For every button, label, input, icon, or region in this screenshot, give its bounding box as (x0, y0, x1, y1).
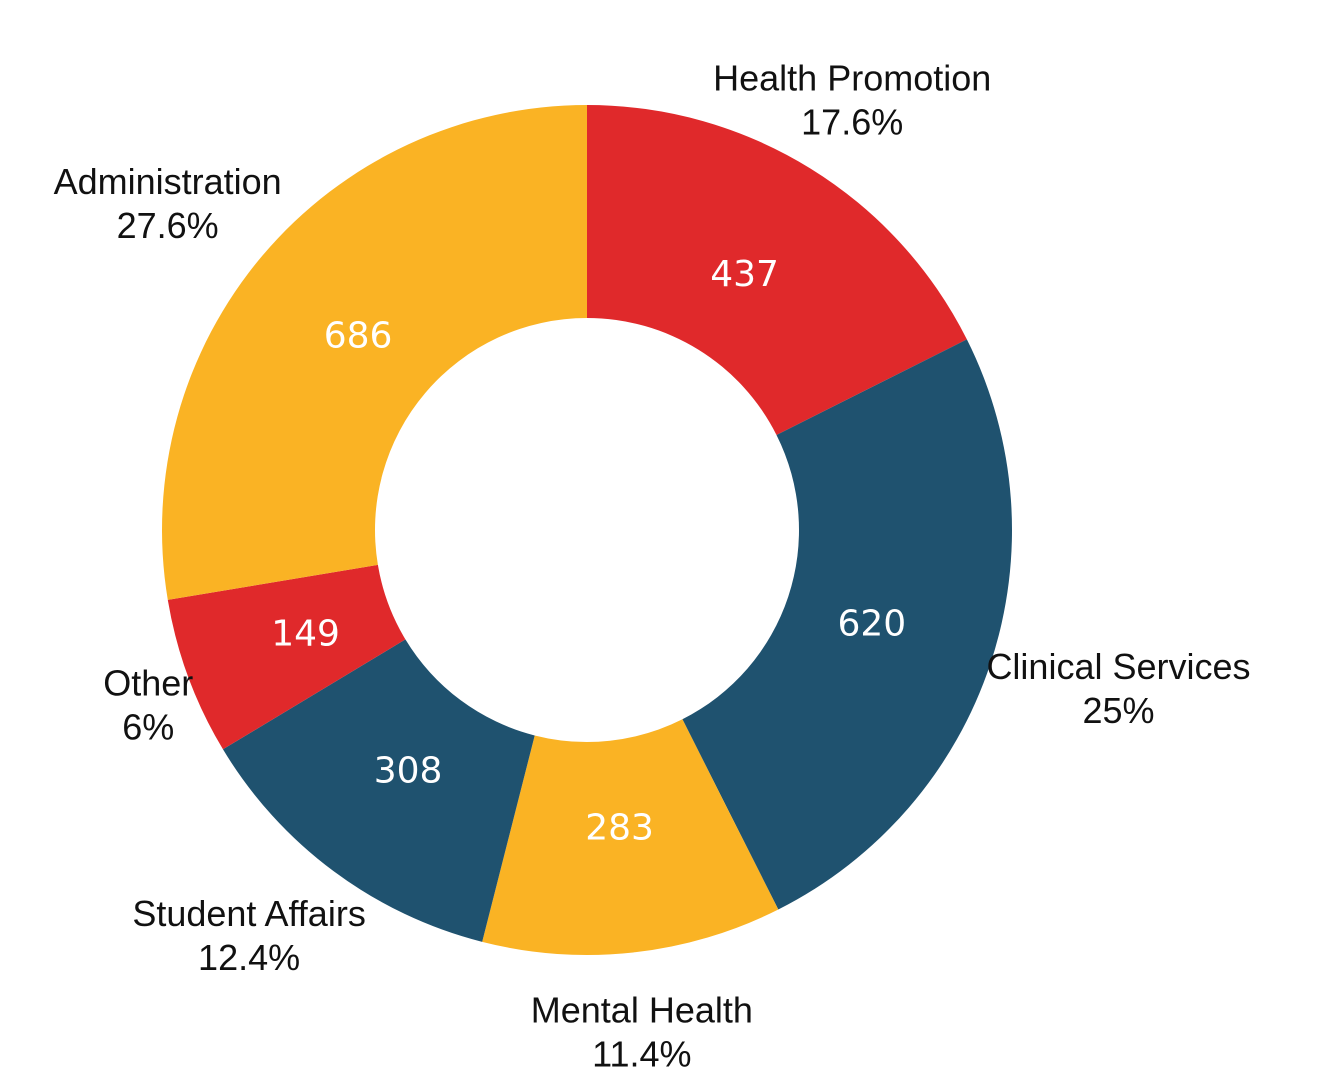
percent-label-other: 6% (122, 706, 174, 747)
percent-label-health-promotion: 17.6% (801, 102, 903, 143)
value-labels-layer: 437 620 283 308 149 686 (271, 254, 906, 849)
category-label-mental-health: Mental Health (531, 990, 753, 1031)
percent-label-mental-health: 11.4% (592, 1034, 691, 1075)
value-label-administration: 686 (324, 316, 393, 357)
value-label-health-promotion: 437 (710, 254, 779, 295)
value-label-student-affairs: 308 (374, 750, 443, 791)
slice-other (167, 564, 406, 750)
slices-layer (161, 105, 1012, 955)
category-label-health-promotion: Health Promotion (713, 58, 991, 99)
slice-mental-health (482, 719, 779, 955)
category-label-other: Other (103, 662, 193, 703)
slice-clinical-services (682, 339, 1012, 910)
category-label-student-affairs: Student Affairs (132, 893, 366, 934)
slice-student-affairs (222, 639, 535, 942)
value-label-mental-health: 283 (585, 808, 654, 849)
slice-administration (161, 105, 587, 600)
value-label-other: 149 (271, 613, 340, 654)
category-label-clinical-services: Clinical Services (986, 646, 1250, 687)
percent-label-student-affairs: 12.4% (198, 937, 300, 978)
percent-label-administration: 27.6% (117, 205, 219, 246)
value-label-clinical-services: 620 (837, 604, 906, 645)
percent-label-clinical-services: 25% (1082, 690, 1154, 731)
slice-health-promotion (587, 105, 967, 435)
category-label-administration: Administration (54, 161, 282, 202)
